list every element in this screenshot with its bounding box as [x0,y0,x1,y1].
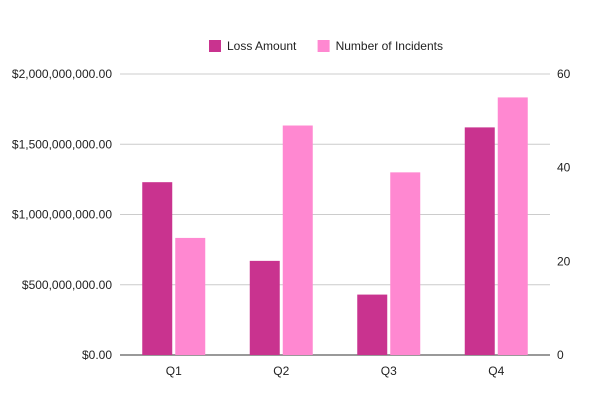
y-left-tick-label: $2,000,000,000.00 [12,67,112,81]
incidents-bar-q4 [497,97,528,356]
x-tick-label: Q3 [381,364,397,378]
legend-label-incidents: Number of Incidents [336,39,443,53]
incidents-bar-q1 [175,237,206,355]
incidents-bar-q3 [390,172,421,355]
y-left-tick-label: $500,000,000.00 [22,278,112,292]
y-right-tick-label: 20 [557,254,571,268]
loss-amount-bar-q1 [142,182,173,355]
legend-swatch-loss-amount [209,40,221,52]
y-right-tick-label: 60 [557,67,571,81]
y-right-tick-label: 40 [557,161,571,175]
loss-amount-bar-q2 [249,260,280,355]
x-tick-label: Q1 [166,364,182,378]
legend-swatch-incidents [317,40,330,52]
y-left-tick-label: $0.00 [82,348,112,362]
y-right-tick-label: 0 [557,348,564,362]
x-tick-label: Q2 [273,364,289,378]
incidents-bar-q2 [282,125,313,356]
x-tick-label: Q4 [488,364,504,378]
y-left-tick-label: $1,000,000,000.00 [12,208,112,222]
legend-label-loss-amount: Loss Amount [227,39,297,53]
loss-amount-bar-q4 [464,127,495,355]
loss-amount-bar-q3 [357,294,388,355]
y-left-tick-label: $1,500,000,000.00 [12,137,112,151]
